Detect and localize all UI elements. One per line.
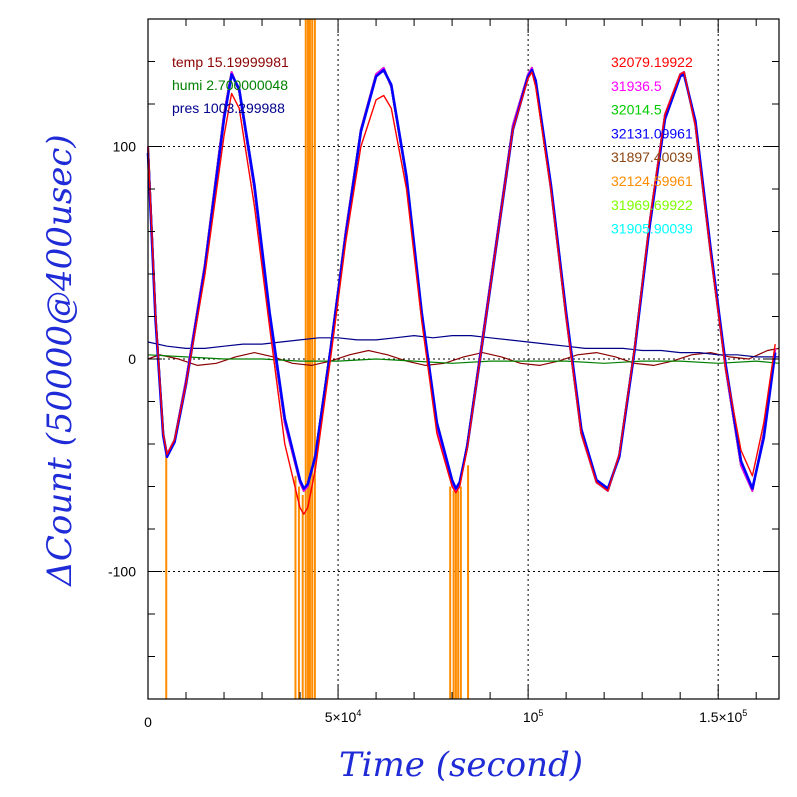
legend-entry: humi 2.700000048 [172, 77, 288, 93]
legend-entry: 32014.5 [611, 102, 662, 118]
legend-entry: 32124.59961 [611, 173, 693, 189]
y-tick-label: 0 [128, 351, 136, 367]
legend-entry: temp 15.19999981 [172, 54, 289, 70]
y-tick-label: 100 [113, 139, 137, 155]
env-line-humi [147, 354, 780, 364]
legend-entry: 32079.19922 [611, 54, 693, 70]
x-tick-label: 105 [523, 708, 544, 725]
x-axis-title: Time (second) [339, 745, 583, 785]
series-line-red [147, 71, 776, 515]
series-line [146, 68, 777, 490]
env-line-pres [147, 334, 779, 358]
axis-ticks: 0 5×104 105 1.5×105 100 0 -100 [108, 18, 779, 730]
env-line-temp [147, 347, 780, 367]
x-tick-label: 5×104 [325, 708, 362, 725]
x-tick-label: 1.5×105 [699, 708, 747, 725]
legend: temp 15.19999981 humi 2.700000048 pres 100… [172, 54, 693, 237]
legend-entry: 31897.40039 [611, 149, 693, 165]
legend-entry: 32131.09961 [611, 125, 693, 141]
x-tick-label: 0 [144, 714, 152, 730]
legend-entry: pres 1003.299988 [172, 100, 285, 116]
series-lines [146, 19, 780, 699]
legend-entry: 31936.5 [611, 78, 662, 94]
legend-entry: 31905.90039 [611, 221, 693, 237]
y-tick-label: -100 [108, 564, 136, 580]
y-axis-title: ΔCount (50000@400usec) [40, 134, 80, 587]
legend-entry: 31969.69922 [611, 197, 693, 213]
